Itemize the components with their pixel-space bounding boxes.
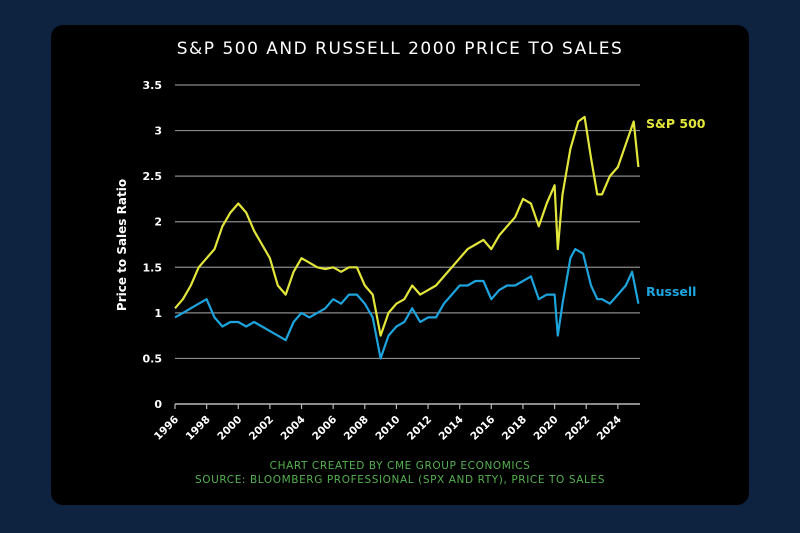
x-tick-label: 2020 [532,414,561,443]
chart-title: S&P 500 AND RUSSELL 2000 PRICE TO SALES [176,39,624,59]
series-line-sp500 [174,115,640,337]
chart-card [51,25,749,505]
x-tick-label: 2004 [278,414,307,443]
y-tick-label: 2.5 [143,170,163,183]
y-tick-label: 2 [154,216,162,229]
x-tick-label: 2022 [563,414,592,443]
chart-credit: CHART CREATED BY CME GROUP ECONOMICS [269,460,531,472]
y-tick-label: 3 [154,125,162,138]
chart-source: SOURCE: BLOOMBERG PROFESSIONAL (SPX AND … [194,474,606,486]
y-tick-label: 0.5 [143,352,163,365]
y-axis-label: Price to Sales Ratio [115,179,129,311]
x-tick-label: 1996 [152,414,181,443]
x-tick-label: 2008 [342,414,371,443]
x-tick-label: 2012 [405,414,434,443]
y-tick-label: 1.5 [143,261,163,274]
series-label-sp500: S&P 500 [646,116,706,131]
x-tick-label: 2002 [247,414,276,443]
x-tick-label: 2024 [595,414,624,443]
y-tick-label: 3.5 [143,79,163,92]
series-label-russell: Russell [646,284,696,299]
x-tick-label: 2014 [437,414,466,443]
x-tick-label: 2010 [373,414,402,443]
x-tick-label: 2018 [500,414,529,443]
x-tick-label: 2006 [310,414,339,443]
series-line-russell [174,248,640,360]
x-tick-label: 1998 [184,414,213,443]
y-tick-label: 0 [154,398,162,411]
y-tick-label: 1 [154,307,162,320]
x-tick-label: 2000 [215,414,244,443]
x-tick-label: 2016 [468,414,497,443]
